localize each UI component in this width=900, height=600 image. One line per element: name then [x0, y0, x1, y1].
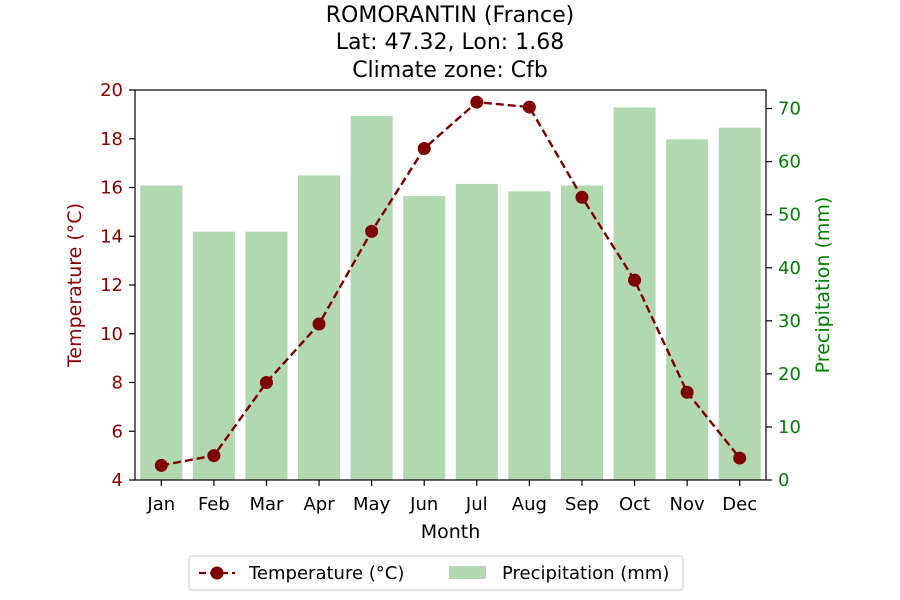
precipitation-bar-jun	[403, 196, 446, 481]
x-tick-label: Mar	[249, 494, 284, 515]
temperature-point-jun	[417, 142, 431, 155]
x-axis: Jan Feb Mar Apr May Jun Jul Aug Sep Oct Nov Dec	[146, 480, 757, 515]
precipitation-bar-oct	[613, 107, 656, 481]
temperature-point-sep	[575, 190, 589, 204]
right-tick-label: 30	[778, 311, 801, 332]
temperature-series-line	[161, 100, 741, 467]
left-tick-label: 10	[100, 324, 123, 345]
temperature-line	[154, 95, 747, 472]
x-tick-label: Dec	[722, 494, 757, 515]
precipitation-bar-nov	[666, 139, 709, 481]
legend-temperature-marker	[210, 566, 224, 580]
temperature-point-dec	[733, 451, 747, 465]
right-tick-label: 40	[778, 258, 801, 279]
x-axis-label: Month	[421, 521, 481, 543]
precipitation-bars	[140, 107, 761, 481]
left-tick-label: 20	[100, 80, 123, 101]
x-tick-label: Jul	[465, 494, 488, 515]
temperature-point-oct	[628, 273, 642, 287]
left-tick-label: 6	[112, 421, 123, 442]
right-tick-label: 10	[778, 417, 801, 438]
precipitation-bar-jan	[140, 185, 183, 481]
precipitation-bar-dec	[718, 127, 761, 481]
temperature-point-mar	[259, 376, 273, 389]
left-y-axis: 4 6 8 10 12 14 16 18 20	[100, 80, 135, 491]
temperature-point-aug	[522, 100, 536, 114]
x-tick-label: Jan	[146, 494, 175, 515]
temperature-point-may	[365, 224, 379, 238]
precipitation-bar-aug	[508, 191, 551, 481]
temperature-point-jan	[154, 458, 168, 472]
temperature-point-jul	[470, 95, 484, 109]
precipitation-bar-jul	[455, 183, 498, 480]
x-tick-label: Feb	[198, 494, 230, 515]
temperature-point-feb	[207, 449, 221, 463]
left-tick-label: 18	[100, 129, 123, 150]
left-tick-label: 14	[100, 226, 123, 247]
x-tick-label: Sep	[565, 494, 599, 515]
left-tick-label: 4	[112, 470, 123, 491]
right-tick-label: 50	[778, 205, 801, 226]
right-y-axis-label: Precipitation (mm)	[812, 197, 834, 374]
legend-precipitation-swatch	[449, 566, 486, 579]
temperature-point-apr	[312, 317, 326, 331]
left-y-axis-label: Temperature (°C)	[64, 203, 86, 368]
right-tick-label: 60	[778, 152, 801, 173]
left-tick-label: 8	[112, 373, 123, 394]
x-tick-label: Oct	[619, 494, 650, 515]
title-line-2: Lat: 47.32, Lon: 1.68	[336, 30, 564, 55]
precipitation-bar-feb	[192, 231, 235, 480]
right-tick-label: 70	[778, 99, 801, 120]
legend-temperature-label: Temperature (°C)	[248, 563, 404, 584]
right-y-axis: 0 10 20 30 40 50 60 70	[766, 99, 801, 491]
title-line-3: Climate zone: Cfb	[352, 58, 548, 83]
precipitation-bar-sep	[560, 185, 603, 481]
legend-box	[188, 555, 684, 591]
x-tick-label: Aug	[512, 494, 547, 515]
legend: Temperature (°C) Precipitation (mm)	[188, 555, 684, 591]
x-tick-label: Nov	[670, 494, 705, 515]
right-tick-label: 20	[778, 364, 801, 385]
x-tick-label: Jun	[409, 494, 438, 515]
x-tick-label: May	[353, 494, 391, 515]
precipitation-bar-mar	[245, 231, 288, 480]
chart-title: ROMORANTIN (France) Lat: 47.32, Lon: 1.6…	[326, 3, 575, 83]
x-tick-label: Apr	[303, 494, 335, 515]
left-tick-label: 12	[100, 275, 123, 296]
precipitation-bar-may	[350, 116, 393, 480]
legend-precipitation-label: Precipitation (mm)	[502, 563, 669, 584]
title-line-1: ROMORANTIN (France)	[326, 3, 575, 28]
temperature-point-nov	[680, 385, 694, 399]
right-tick-label: 0	[778, 470, 789, 491]
left-tick-label: 16	[100, 178, 123, 199]
